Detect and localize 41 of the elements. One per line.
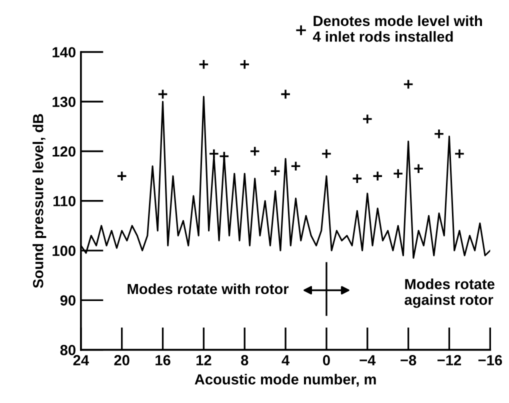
x-tick-label: 4: [282, 355, 290, 366]
x-tick-label: 0: [322, 355, 330, 366]
x-tick-label: −16: [478, 355, 502, 366]
x-axis-title: Acoustic mode number, m: [194, 374, 376, 387]
annotation: Modes rotate against rotor: [404, 278, 494, 308]
legend-label: Denotes mode level with 4 inlet rods installed: [312, 15, 482, 42]
point: [321, 148, 332, 160]
point: [352, 173, 362, 184]
point: [250, 146, 260, 157]
y-tick-label: 120: [52, 146, 76, 157]
y-tick-label: 90: [60, 295, 76, 306]
x-tick-label: −4: [360, 355, 376, 366]
y-tick-label: 80: [60, 344, 76, 356]
x-tick-label: −8: [400, 355, 416, 366]
x-tick-label: 16: [156, 355, 170, 366]
point: [157, 88, 168, 100]
point: [198, 59, 209, 70]
point: [434, 128, 444, 140]
point: [280, 88, 291, 100]
x-tick-label: −12: [437, 355, 462, 366]
y-tick-label: 110: [53, 196, 76, 206]
y-axis-title: Sound pressure level, dB: [32, 114, 46, 288]
x-tick-label: 8: [241, 355, 248, 366]
point: [270, 166, 281, 176]
y-tick-label: 130: [52, 96, 76, 108]
y-tick-label: 140: [52, 47, 76, 58]
point: [413, 163, 424, 174]
y-tick-label: 100: [52, 246, 76, 256]
point: [454, 148, 465, 160]
point: [290, 160, 302, 172]
point: [392, 168, 404, 179]
annotation: Modes rotate with rotor: [128, 283, 289, 294]
point: [239, 59, 250, 70]
point: [403, 78, 414, 90]
point: [116, 170, 128, 182]
point: [372, 170, 383, 182]
x-tick-label: 12: [196, 355, 212, 366]
x-tick-label: 24: [73, 355, 89, 366]
point: [208, 148, 220, 160]
point: [362, 114, 373, 124]
x-tick-label: 20: [114, 355, 130, 366]
